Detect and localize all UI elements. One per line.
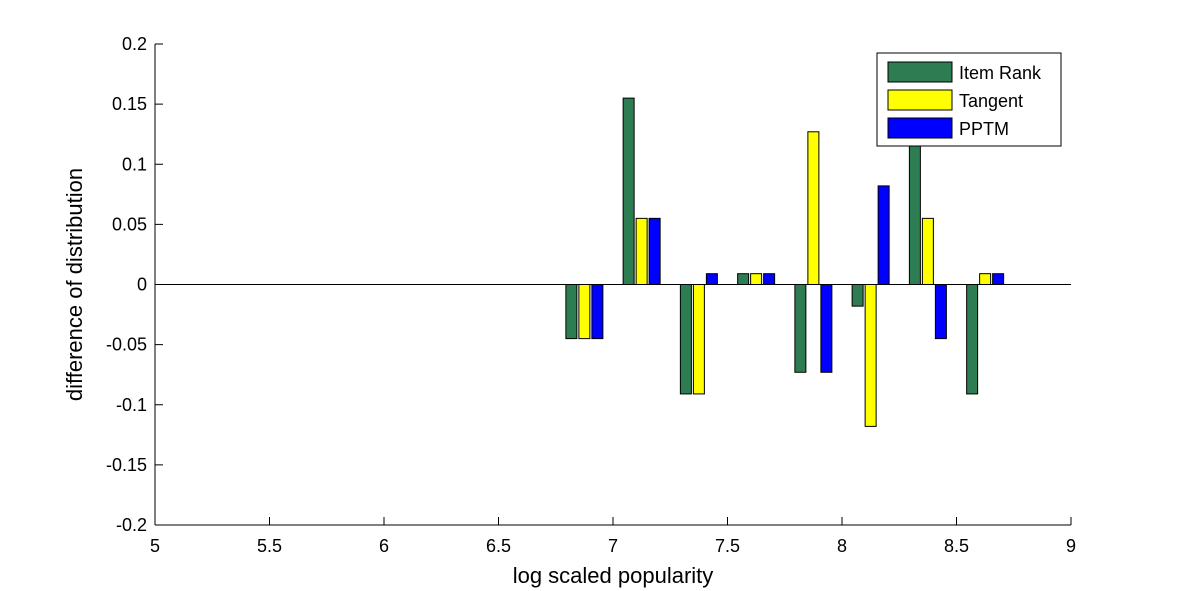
bar-item-rank-6 (908, 142, 921, 285)
y-tick-label: 0.1 (122, 154, 147, 174)
bar-pptm-4 (820, 284, 833, 373)
axes-layer: 5 5.5 6 6.5 7 7.5 8 8.5 9 0.2 0.15 0.1 0.05 0 -0.05 -0.… (106, 34, 1076, 556)
x-tick-label: 5.5 (257, 536, 282, 556)
x-tick-label: 6 (379, 536, 389, 556)
bar-tangent-2 (692, 284, 705, 395)
legend-swatch-item-rank (887, 61, 953, 83)
y-tick-label: 0 (137, 275, 147, 295)
bar-tangent-3 (750, 273, 763, 285)
y-tick-label: 0.2 (122, 34, 147, 54)
x-tick-label: 7.5 (715, 536, 740, 556)
bar-tangent-0 (578, 284, 591, 340)
y-tick-label: 0.05 (112, 214, 147, 234)
bar-item-rank-4 (794, 284, 807, 373)
legend-label-tangent: Tangent (959, 91, 1023, 111)
bar-item-rank-2 (679, 284, 692, 395)
bar-item-rank-7 (966, 284, 979, 395)
bar-tangent-6 (921, 217, 934, 285)
x-tick-label: 8.5 (944, 536, 969, 556)
legend-label-item-rank: Item Rank (959, 63, 1042, 83)
bar-tangent-1 (635, 217, 648, 285)
legend-swatch-pptm (887, 117, 953, 139)
bars-layer (565, 97, 1005, 427)
bar-tangent-5 (864, 284, 877, 427)
bar-item-rank-0 (565, 284, 578, 340)
legend-swatch-tangent (887, 89, 953, 111)
bar-pptm-6 (934, 284, 947, 340)
bar-pptm-5 (877, 185, 890, 285)
y-tick-label: 0.15 (112, 94, 147, 114)
legend-label-pptm: PPTM (959, 119, 1009, 139)
bar-item-rank-3 (737, 273, 750, 285)
bar-pptm-3 (763, 273, 776, 285)
bar-item-rank-1 (622, 97, 635, 285)
y-axis-label: difference of distribution (62, 168, 87, 401)
bar-pptm-7 (992, 273, 1005, 285)
legend: Item Rank Tangent PPTM (876, 52, 1062, 147)
y-tick-label: -0.2 (116, 515, 147, 535)
y-tick-label: -0.15 (106, 455, 147, 475)
bar-tangent-4 (807, 131, 820, 285)
bar-pptm-1 (648, 217, 661, 285)
y-tick-label: -0.1 (116, 395, 147, 415)
bar-tangent-7 (979, 273, 992, 285)
x-tick-label: 8 (837, 536, 847, 556)
x-axis-label: log scaled popularity (513, 563, 714, 588)
x-tick-label: 5 (150, 536, 160, 556)
bar-item-rank-5 (851, 284, 864, 307)
bar-pptm-0 (591, 284, 604, 340)
x-tick-label: 7 (608, 536, 618, 556)
bar-pptm-2 (705, 273, 718, 285)
x-tick-label: 6.5 (486, 536, 511, 556)
y-tick-label: -0.05 (106, 335, 147, 355)
x-tick-label: 9 (1066, 536, 1076, 556)
